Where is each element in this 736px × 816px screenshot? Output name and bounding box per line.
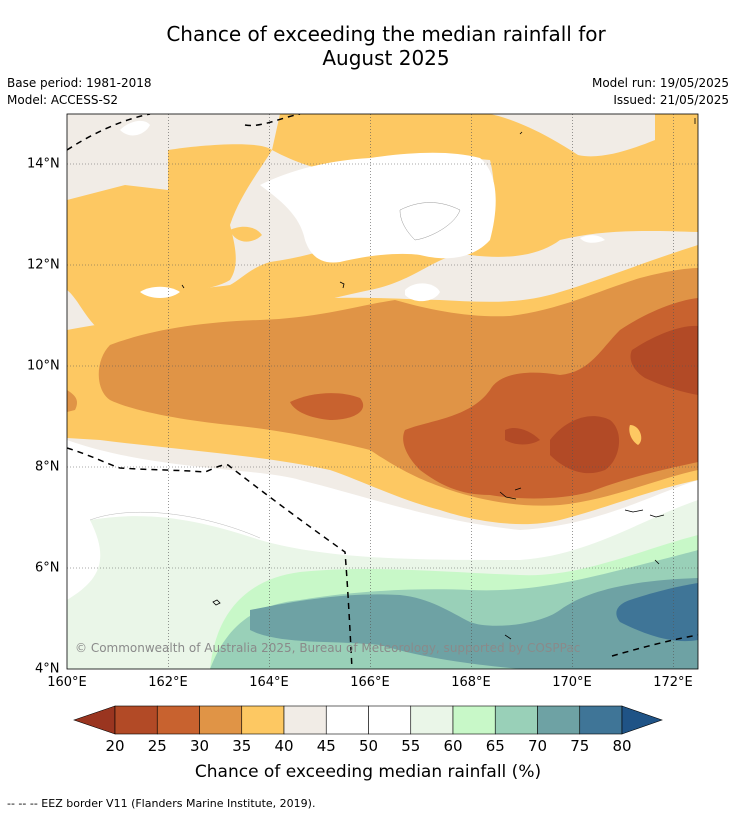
band-35-40-main (67, 114, 698, 335)
model-name: Model: ACCESS-S2 (7, 93, 119, 107)
colorbar-tick-label: 40 (274, 737, 294, 755)
map-plot-area (67, 114, 698, 669)
colorbar-tick-label: 20 (105, 737, 125, 755)
lon-label-164: 164°E (249, 675, 289, 690)
colorbar-cell (494, 705, 538, 735)
band-50-55-north (260, 152, 496, 263)
colorbar-cell (156, 705, 200, 735)
lat-label-10: 10°N (27, 358, 60, 374)
lon-label-166: 166°E (350, 675, 390, 690)
band-20-25-a (505, 428, 540, 445)
band-20-25-b (550, 416, 620, 474)
colorbar-tick-label: 80 (612, 737, 632, 755)
band-35-40-nw (67, 144, 272, 298)
lat-label-4: 4°N (35, 661, 60, 677)
copyright-notice: © Commonwealth of Australia 2025, Bureau… (75, 641, 581, 655)
band-70-75 (250, 578, 698, 669)
band-25-30-a (290, 393, 364, 420)
colorbar-high-extension (621, 705, 663, 735)
colorbar-cell (410, 705, 454, 735)
colorbar-cell (114, 705, 158, 735)
colorbar-cell (579, 705, 623, 735)
colorbar-tick-label: 50 (358, 737, 379, 755)
colorbar-tick-label: 45 (316, 737, 336, 755)
eez-border (67, 114, 698, 669)
colorbar-cell (452, 705, 496, 735)
lon-label-170: 170°E (552, 675, 592, 690)
pocket-b (405, 283, 440, 302)
colorbar-cells (114, 705, 623, 735)
colorbar-label: Chance of exceeding median rainfall (%) (194, 762, 542, 782)
meta-left: Base period: 1981-2018 Model: ACCESS-S2 (7, 75, 152, 109)
pocket-a (120, 120, 150, 136)
meta-right: Model run: 19/05/2025 Issued: 21/05/2025 (592, 75, 729, 109)
islands (181, 118, 696, 640)
title-line-2: August 2025 (322, 46, 450, 70)
band-30-35-w (67, 390, 78, 412)
pocket-orange (230, 226, 262, 242)
map-title: Chance of exceeding the median rainfall … (0, 22, 736, 70)
colorbar-tick-label: 75 (570, 737, 590, 755)
map-frame (66, 113, 699, 670)
colorbar-tick-labels: 20 25 30 35 40 45 50 55 60 65 70 75 80 (0, 737, 736, 757)
colorbar-tick-label: 30 (189, 737, 210, 755)
lon-label-168: 168°E (451, 675, 491, 690)
colorbar-tick-label: 60 (443, 737, 463, 755)
band-75-80 (616, 583, 698, 642)
graticule (67, 114, 698, 669)
lat-label-8: 8°N (35, 459, 60, 475)
lon-label-162: 162°E (148, 675, 188, 690)
title-line-1: Chance of exceeding the median rainfall … (166, 22, 606, 46)
contour-b (89, 511, 261, 539)
colorbar-cell (241, 705, 285, 735)
lat-label-12: 12°N (27, 257, 60, 273)
pocket-d (580, 235, 605, 243)
eez-footnote: -- -- -- EEZ border V11 (Flanders Marine… (7, 797, 316, 810)
lat-label-6: 6°N (35, 560, 60, 576)
colorbar-cell (368, 705, 412, 735)
colorbar-cell (537, 705, 581, 735)
colorbar-tick-label: 70 (527, 737, 548, 755)
lat-label-14: 14°N (27, 156, 60, 172)
colorbar-cell (325, 705, 369, 735)
lon-label-160: 160°E (47, 675, 87, 690)
colorbar-cell (283, 705, 327, 735)
colorbar-cell (199, 705, 243, 735)
band-20-25-c (630, 325, 698, 395)
pocket-c (140, 286, 180, 298)
colorbar (73, 705, 663, 735)
contour-a (399, 202, 461, 241)
band-25-30-b (403, 298, 698, 499)
colorbar-low-extension (73, 705, 116, 735)
colorbar-tick-label: 25 (147, 737, 167, 755)
pocket-orange-b (629, 425, 642, 445)
model-run: Model run: 19/05/2025 (591, 76, 729, 90)
colorbar-tick-label: 65 (485, 737, 505, 755)
colorbar-tick-label: 35 (232, 737, 252, 755)
base-period: Base period: 1981-2018 (7, 76, 152, 90)
lon-label-172: 172°E (653, 675, 693, 690)
issued-date: Issued: 21/05/2025 (613, 93, 729, 107)
colorbar-tick-label: 55 (401, 737, 421, 755)
